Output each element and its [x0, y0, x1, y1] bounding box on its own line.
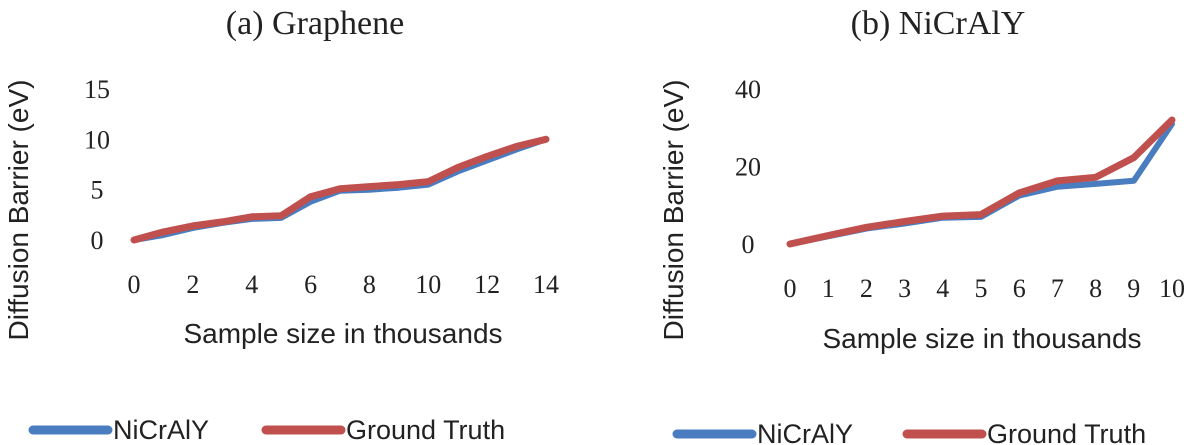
panel-b-xtick-label: 2 — [860, 274, 873, 303]
panel-b-nicraly: (b) NiCrAlY Diffusion Barrier (eV) Sampl… — [658, 5, 1185, 445]
panel-b-ytick-label: 20 — [735, 153, 761, 182]
panel-a-legend: NiCrAlY Ground Truth — [28, 415, 505, 445]
panel-b-ytick-label: 40 — [735, 75, 761, 104]
panel-a-xtick-label: 8 — [363, 270, 376, 299]
panel-b-xtick-label: 8 — [1089, 274, 1102, 303]
panel-b-xtick-label: 0 — [784, 274, 797, 303]
panel-a-series-line-ground-truth — [130, 135, 550, 244]
panel-a-xtick-label: 12 — [474, 270, 500, 299]
panel-a-ytick-label: 0 — [91, 226, 104, 255]
panel-b-xtick-label: 5 — [975, 274, 988, 303]
panel-b-legend-label-ground-truth: Ground Truth — [987, 419, 1146, 445]
panel-a-xlabel: Sample size in thousands — [183, 318, 502, 349]
panel-b-xtick-label: 6 — [1013, 274, 1026, 303]
panel-b-ytick-label: 0 — [742, 230, 755, 259]
panel-b-xlabel: Sample size in thousands — [822, 323, 1141, 354]
panel-a-ytick-label: 10 — [84, 125, 110, 154]
panel-a-xtick-label: 2 — [186, 270, 199, 299]
panel-a-ylabel: Diffusion Barrier (eV) — [3, 80, 34, 341]
panel-a-ytick-label: 15 — [84, 75, 110, 104]
panel-a-xtick-label: 6 — [304, 270, 317, 299]
panel-a-xtick-label: 4 — [245, 270, 258, 299]
panel-a-title: (a) Graphene — [226, 5, 404, 42]
panel-a-graphene: (a) Graphene Diffusion Barrier (eV) Samp… — [3, 5, 559, 445]
panel-b-xtick-label: 9 — [1127, 274, 1140, 303]
panel-b-xtick-label: 1 — [822, 274, 835, 303]
panel-b-ylabel: Diffusion Barrier (eV) — [658, 80, 689, 341]
panel-b-xtick-label: 4 — [936, 274, 949, 303]
panel-a-ytick-label: 5 — [91, 176, 104, 205]
panel-b-series-line-ground-truth — [786, 116, 1176, 248]
panel-b-xtick-label: 7 — [1051, 274, 1064, 303]
panel-a-xtick-label: 14 — [533, 270, 559, 299]
panel-b-series-line-nicraly — [787, 120, 1175, 247]
panel-a-legend-label-ground-truth: Ground Truth — [346, 415, 505, 445]
panel-b-xtick-label: 10 — [1159, 274, 1185, 303]
panel-a-xtick-label: 10 — [415, 270, 441, 299]
panel-b-xtick-label: 3 — [898, 274, 911, 303]
panel-a-legend-label-nicraly: NiCrAlY — [113, 415, 209, 445]
panel-b-legend: NiCrAlY Ground Truth — [672, 419, 1146, 445]
panel-b-title: (b) NiCrAlY — [851, 5, 1026, 42]
panel-a-xtick-label: 0 — [128, 270, 141, 299]
panel-b-legend-label-nicraly: NiCrAlY — [757, 419, 853, 445]
